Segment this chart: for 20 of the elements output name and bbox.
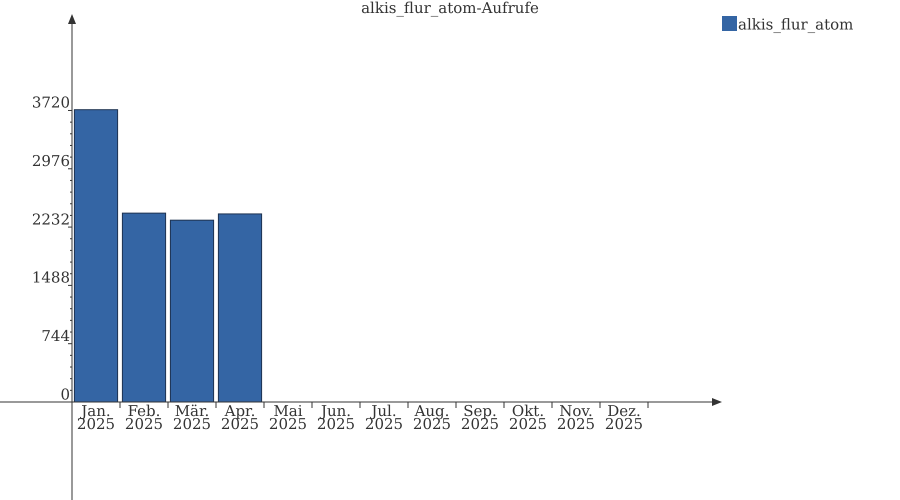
x-tick-label: Apr. 2025 xyxy=(220,402,260,433)
x-tick-label: Jul. 2025 xyxy=(364,402,404,433)
x-tick-label: Dez. 2025 xyxy=(604,402,644,433)
x-tick-label: Nov. 2025 xyxy=(556,402,596,433)
y-tick-label: 0 xyxy=(60,385,70,404)
y-tick-label: 1488 xyxy=(32,268,70,287)
legend-label: alkis_flur_atom xyxy=(738,15,854,34)
x-tick-label: Mär. 2025 xyxy=(172,402,212,433)
y-tick-label: 2976 xyxy=(32,152,70,170)
chart-title: alkis_flur_atom-Aufrufe xyxy=(361,0,539,17)
x-tick-label: Jun. 2025 xyxy=(316,402,356,433)
y-tick-label: 744 xyxy=(41,326,70,345)
x-tick-label: Aug. 2025 xyxy=(412,402,452,433)
y-tick-label: 3720 xyxy=(32,94,70,112)
x-tick-label: Okt. 2025 xyxy=(508,402,548,433)
x-tick-label: Sep. 2025 xyxy=(460,402,500,433)
x-tick-label: Jan. 2025 xyxy=(76,402,116,433)
y-tick-label: 2232 xyxy=(32,210,70,228)
x-tick-label: Mai 2025 xyxy=(268,402,308,433)
x-tick-label: Feb. 2025 xyxy=(124,402,164,433)
